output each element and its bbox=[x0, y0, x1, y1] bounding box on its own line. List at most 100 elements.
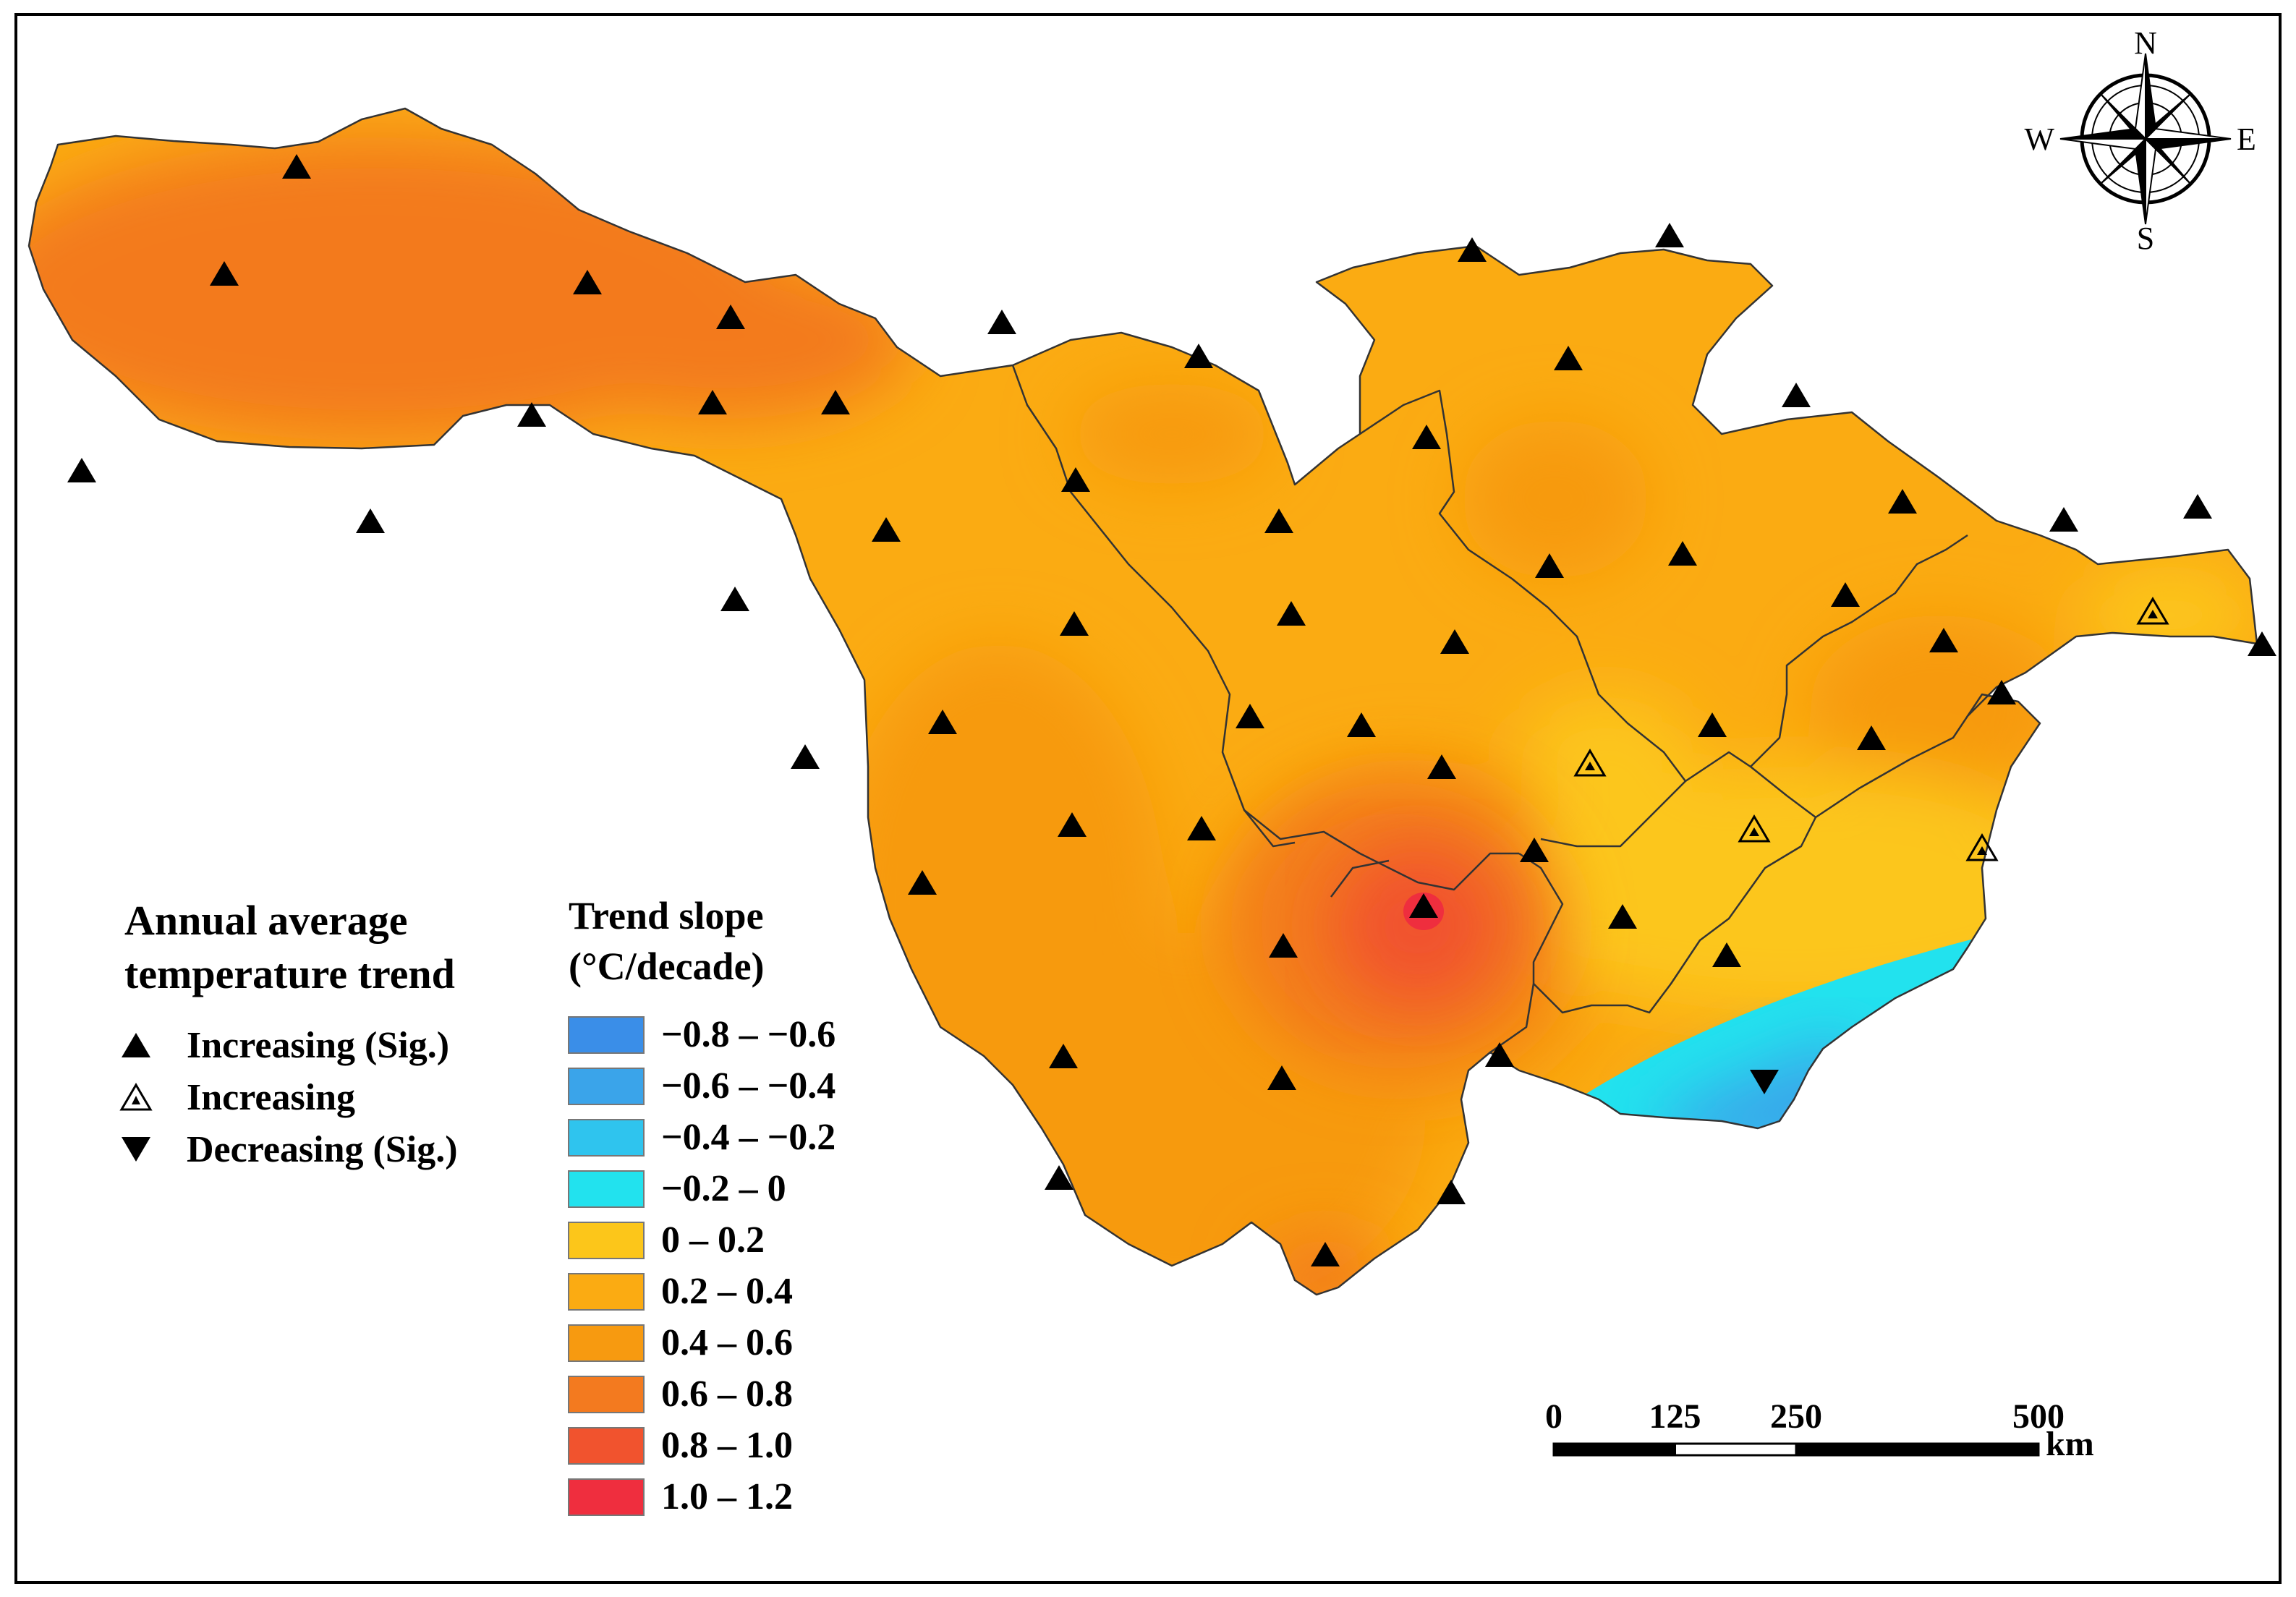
scale-tick-label-3: 500 bbox=[2012, 1397, 2065, 1436]
station-up-icon bbox=[1573, 749, 1607, 777]
station-markers bbox=[67, 154, 2276, 1266]
station-sig-up-icon bbox=[1267, 1065, 1296, 1090]
station-sig-up-icon bbox=[1440, 629, 1469, 654]
station-sig-up-icon bbox=[720, 587, 749, 611]
station-sig-up-icon bbox=[928, 710, 957, 734]
station-sig-up-icon bbox=[1412, 425, 1441, 449]
filled-triangle-down-icon bbox=[122, 1137, 150, 1162]
station-sig-up-icon bbox=[1347, 712, 1376, 737]
compass-e: E bbox=[2237, 122, 2256, 157]
symbol-legend-title-line2: temperature trend bbox=[124, 950, 455, 997]
legend-class-label-0: −0.8 – −0.6 bbox=[661, 1014, 836, 1055]
station-sig-up-icon bbox=[1061, 467, 1090, 492]
station-sig-up-icon bbox=[872, 517, 901, 542]
station-sig-up-icon bbox=[1187, 816, 1216, 840]
scale-unit: km bbox=[2046, 1425, 2094, 1463]
station-sig-down-icon bbox=[1750, 1070, 1779, 1094]
scale-bar: 0 125 250 500 km bbox=[1545, 1397, 2094, 1463]
station-sig-up-icon bbox=[2183, 494, 2212, 519]
station-sig-up-icon bbox=[1698, 712, 1727, 737]
station-sig-up-icon bbox=[2248, 631, 2276, 656]
station-sig-up-icon bbox=[517, 402, 546, 427]
legend-swatch-5 bbox=[568, 1273, 645, 1311]
legend-swatch-2 bbox=[568, 1119, 645, 1157]
station-sig-up-icon bbox=[1045, 1165, 1073, 1190]
scale-segment-1 bbox=[1674, 1442, 1798, 1457]
station-sig-up-icon bbox=[573, 270, 602, 294]
legend-class-label-1: −0.6 – −0.4 bbox=[661, 1065, 836, 1107]
station-sig-up-icon bbox=[1668, 541, 1697, 566]
legend-swatch-8 bbox=[568, 1427, 645, 1465]
legend-swatch-9 bbox=[568, 1478, 645, 1516]
legend-swatch-3 bbox=[568, 1170, 645, 1208]
scale-segment-0 bbox=[1552, 1442, 1676, 1457]
compass-n: N bbox=[2134, 25, 2157, 61]
station-sig-up-icon bbox=[1184, 344, 1213, 368]
compass-rose: N S E W bbox=[2024, 25, 2255, 256]
station-sig-up-icon bbox=[1058, 812, 1087, 837]
filled-triangle-up-icon bbox=[122, 1033, 150, 1057]
station-sig-up-icon bbox=[1485, 1042, 1514, 1067]
station-up-icon bbox=[2136, 597, 2169, 625]
legend-swatch-1 bbox=[568, 1068, 645, 1105]
station-up-icon bbox=[1738, 814, 1771, 843]
station-sig-up-icon bbox=[1554, 346, 1583, 370]
station-sig-up-icon bbox=[356, 508, 385, 533]
legend-class-label-4: 0 – 0.2 bbox=[661, 1219, 765, 1261]
station-sig-up-icon bbox=[1535, 553, 1564, 578]
station-sig-up-icon bbox=[1831, 582, 1860, 607]
compass-w: W bbox=[2024, 122, 2054, 157]
legend-swatch-4 bbox=[568, 1222, 645, 1259]
station-sig-up-icon bbox=[1458, 237, 1487, 262]
station-sig-up-icon bbox=[1712, 942, 1741, 967]
symbol-legend-item-increasing: Increasing bbox=[187, 1077, 355, 1118]
color-legend-title-line1: Trend slope bbox=[569, 894, 764, 937]
legend-swatch-0 bbox=[568, 1016, 645, 1054]
station-sig-up-icon bbox=[1427, 754, 1456, 779]
symbol-legend-title-line1: Annual average bbox=[124, 897, 408, 944]
station-sig-up-icon bbox=[1311, 1242, 1340, 1266]
station-sig-up-icon bbox=[1277, 601, 1306, 626]
legend-class-label-7: 0.6 – 0.8 bbox=[661, 1374, 793, 1415]
station-sig-up-icon bbox=[2049, 507, 2078, 532]
color-legend-title-line2: (°C/decade) bbox=[569, 945, 765, 988]
symbol-legend: Annual average temperature trend Increas… bbox=[119, 897, 458, 1170]
legend-class-label-9: 1.0 – 1.2 bbox=[661, 1476, 793, 1517]
compass-s: S bbox=[2137, 221, 2154, 256]
legend-class-label-3: −0.2 – 0 bbox=[661, 1168, 786, 1209]
station-sig-up-icon bbox=[1437, 1180, 1466, 1204]
station-sig-up-icon bbox=[791, 744, 820, 769]
station-sig-up-icon bbox=[1060, 611, 1089, 636]
symbol-legend-item-sig-decreasing: Decreasing (Sig.) bbox=[187, 1129, 458, 1170]
sub-basin-boundaries bbox=[1011, 365, 1969, 1054]
station-sig-up-icon bbox=[1409, 893, 1438, 918]
symbol-legend-item-sig-increasing: Increasing (Sig.) bbox=[187, 1025, 449, 1066]
station-sig-up-icon bbox=[1520, 838, 1549, 862]
station-sig-up-icon bbox=[1236, 704, 1264, 728]
station-sig-up-icon bbox=[698, 390, 727, 414]
station-sig-up-icon bbox=[1888, 489, 1917, 514]
station-sig-up-icon bbox=[1782, 383, 1811, 407]
scale-tick-label-2: 250 bbox=[1770, 1397, 1822, 1436]
legend-swatch-7 bbox=[568, 1376, 645, 1413]
station-sig-up-icon bbox=[1264, 508, 1293, 533]
legend-class-label-2: −0.4 – −0.2 bbox=[661, 1117, 836, 1158]
station-sig-up-icon bbox=[1987, 680, 2016, 704]
scale-segment-2 bbox=[1795, 1442, 2040, 1457]
station-sig-up-icon bbox=[1608, 904, 1637, 929]
station-sig-up-icon bbox=[210, 261, 239, 286]
station-sig-up-icon bbox=[1269, 933, 1298, 958]
station-sig-up-icon bbox=[1049, 1044, 1078, 1068]
station-up-icon bbox=[1965, 833, 1999, 861]
legend-class-label-8: 0.8 – 1.0 bbox=[661, 1425, 793, 1466]
scale-tick-label-1: 125 bbox=[1649, 1397, 1701, 1436]
station-sig-up-icon bbox=[1929, 628, 1958, 652]
station-sig-up-icon bbox=[716, 305, 745, 329]
legend-class-label-6: 0.4 – 0.6 bbox=[661, 1322, 793, 1363]
station-sig-up-icon bbox=[908, 870, 937, 895]
station-sig-up-icon bbox=[821, 390, 850, 414]
station-sig-up-icon bbox=[1857, 725, 1886, 750]
legend-swatch-6 bbox=[568, 1324, 645, 1362]
legend-class-label-5: 0.2 – 0.4 bbox=[661, 1271, 793, 1312]
